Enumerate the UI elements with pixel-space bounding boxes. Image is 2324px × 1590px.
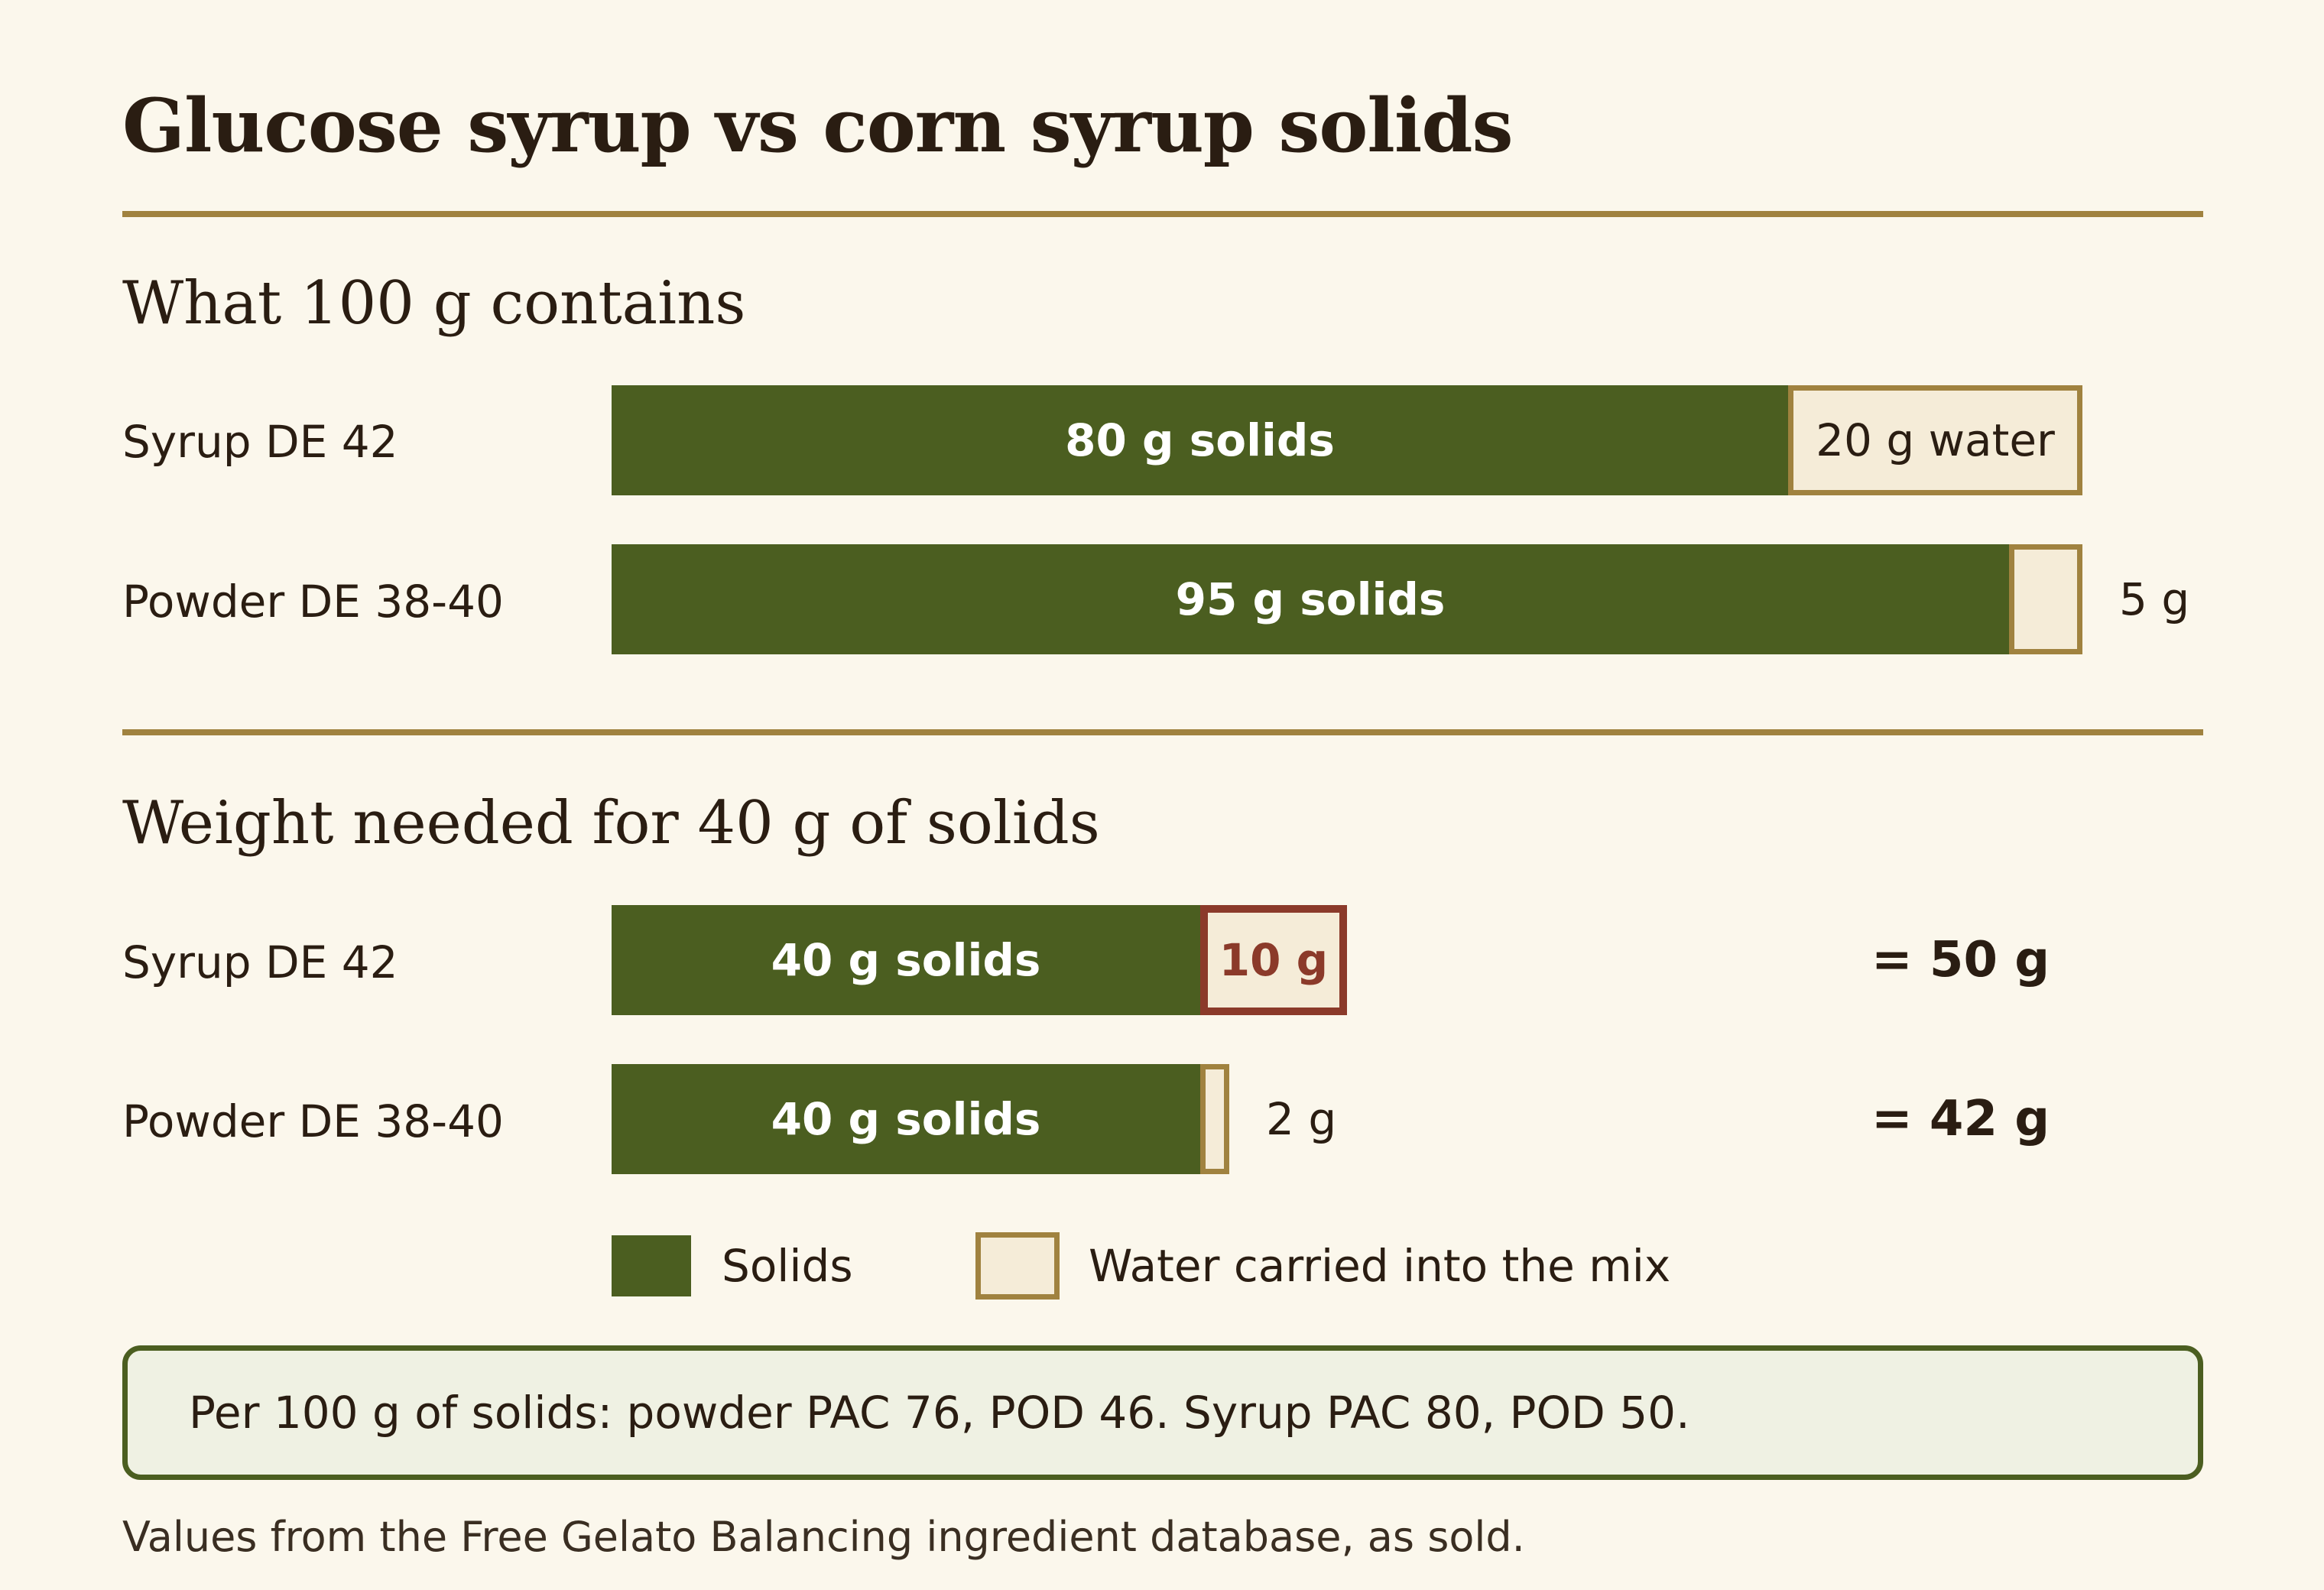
bar-segment-solids: 80 g solids [612,385,1788,495]
bar-segment-water [1200,1064,1229,1174]
bar-segment-water-highlight: 10 g [1200,905,1347,1015]
bar-syrup-composition: 80 g solids 20 g water [612,385,2082,495]
bar-segment-solids: 40 g solids [612,1064,1200,1174]
bar-segment-solids: 95 g solids [612,544,2009,654]
title-rule [122,211,2203,217]
legend-swatch-solids [612,1235,691,1296]
row-label-syrup-weight: Syrup DE 42 [122,936,398,988]
row-label-powder-weight: Powder DE 38-40 [122,1095,504,1147]
water-label-outside: 5 g [2119,573,2190,625]
total-syrup: = 50 g [1871,932,2050,988]
water-label-outside: 2 g [1266,1093,1337,1145]
note-text: Per 100 g of solids: powder PAC 76, POD … [189,1387,1690,1439]
section-rule [122,729,2203,735]
bar-segment-water [2009,544,2082,654]
legend-swatch-water [975,1232,1060,1300]
legend-label-water: Water carried into the mix [1089,1240,1671,1292]
bar-powder-weight: 40 g solids [612,1064,1229,1174]
section-title-composition: What 100 g contains [122,269,746,338]
row-label-powder-composition: Powder DE 38-40 [122,576,504,628]
section-title-weight: Weight needed for 40 g of solids [122,789,1100,858]
bar-powder-composition: 95 g solids [612,544,2082,654]
total-powder: = 42 g [1871,1091,2050,1147]
bar-syrup-weight: 40 g solids 10 g [612,905,1347,1015]
bar-segment-solids: 40 g solids [612,905,1200,1015]
bar-segment-water: 20 g water [1788,385,2082,495]
chart-title: Glucose syrup vs corn syrup solids [122,83,1513,169]
row-label-syrup-composition: Syrup DE 42 [122,416,398,468]
note-box: Per 100 g of solids: powder PAC 76, POD … [122,1345,2203,1480]
source-text: Values from the Free Gelato Balancing in… [122,1513,1525,1561]
legend-label-solids: Solids [722,1240,853,1292]
